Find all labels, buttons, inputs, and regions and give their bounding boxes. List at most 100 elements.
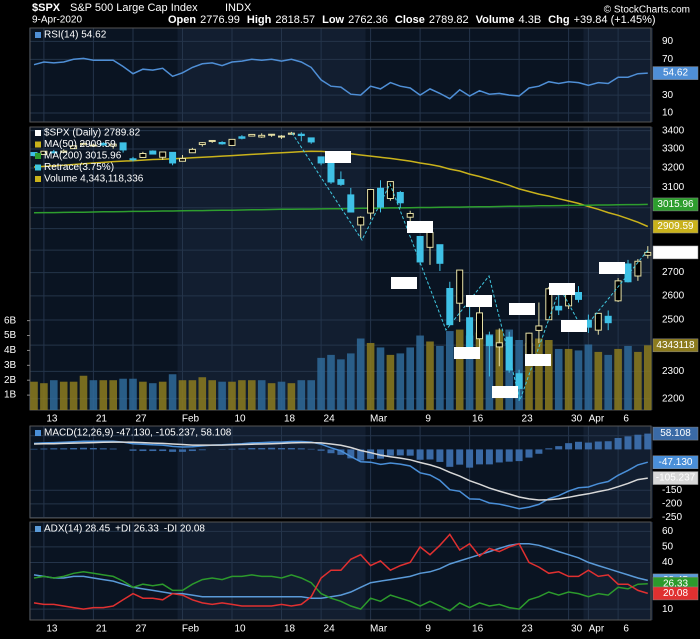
value-box [652,338,699,353]
x-tick-label: 10 [234,624,246,635]
candle-body [377,187,384,208]
y-tick-label: 40 [662,557,674,568]
histogram-bar [515,449,523,462]
quote-label: High [247,14,272,26]
candle-body [614,280,622,302]
panel-border [29,425,652,519]
y-tick-label: -250 [662,512,682,523]
symbol: $SPX [32,2,61,14]
series-line [33,57,648,100]
histogram-bar [198,449,206,451]
quote-value: 2789.82 [429,14,469,26]
candle-body [80,142,87,146]
histogram-bar [644,433,652,450]
retrace-label-box [466,295,492,307]
candle-body [604,315,612,324]
x-tick-label: 16 [472,414,484,425]
retrace-label-box [561,320,587,332]
series-line [33,203,648,214]
value-box [652,455,699,469]
histogram-bar [129,449,137,451]
volume-bar [376,347,385,410]
candle-body [357,216,365,226]
histogram-bar [317,449,325,451]
value-box-label: 3015.96 [657,199,694,210]
volume-bar [416,335,424,410]
volume-bar [89,380,98,410]
retrace-label-box [549,283,575,295]
x-tick-label: Feb [182,624,200,635]
candle-body [60,150,68,153]
quote-value: 2776.99 [200,14,240,26]
volume-bar [495,329,504,410]
exchange: INDX [225,2,252,14]
volume-bar [267,383,276,410]
x-tick-label: 30 [571,414,583,425]
value-box-label: -47.130 [659,457,693,468]
volume-bar [277,381,286,410]
volume-bar [644,345,652,410]
quote-value: 2818.57 [275,14,315,26]
histogram-bar [287,448,295,450]
y-tick-label: 2700 [662,267,685,278]
legend-swatch [35,153,41,159]
candle-body [337,179,345,185]
histogram-bar [396,449,404,456]
legend-swatch [35,141,41,148]
histogram-bar [485,449,493,465]
retrace-label: 0.263 [525,355,550,366]
volume-bar [465,335,474,410]
volume-bar [109,380,117,410]
candle-body [406,212,414,218]
candle-body [297,133,305,137]
retrace-label: 1.618 [509,304,534,315]
legend-label: Volume 4,343,118,336 [44,174,144,185]
candle-body [495,342,503,348]
date: 9-Apr-2020 [32,15,82,26]
histogram-bar [495,449,503,463]
legend-label: ADX(14) 28.45 [44,524,111,535]
y-tick-label: 60 [662,526,674,537]
volume-bar [604,354,612,410]
histogram-bar [594,441,602,450]
volume-tick-label: 5B [4,330,17,341]
y-tick-label: 3200 [662,163,685,174]
y-tick-label: 3100 [662,182,685,193]
x-tick-label: 13 [46,624,58,635]
candle-body [634,260,642,277]
retrace-label-box [325,151,351,163]
volume-bar [79,375,88,410]
month-band [29,127,178,410]
candle-body [198,142,206,146]
histogram-bar [149,449,157,452]
month-band [365,426,584,518]
x-tick-label: 27 [135,624,147,635]
legend-label: MA(50) 2909.59 [44,139,116,150]
x-tick-label: 13 [46,414,58,425]
histogram-bar [228,448,236,450]
volume-bar [228,381,236,410]
volume-bar [564,348,573,410]
volume-bar [307,380,315,410]
volume-bar [50,380,58,410]
candle-body [476,312,483,340]
histogram-bar [179,449,186,452]
candle-body [317,156,325,164]
y-tick-label: 50 [662,542,674,553]
retrace-label-box [407,221,433,233]
volume-bar [287,383,296,410]
candle-body [89,144,97,147]
volume-bar [30,381,38,410]
histogram-bar [466,449,474,468]
retrace-label-box [454,347,480,359]
y-tick-label: 10 [662,108,674,119]
retrace-label-box [391,277,417,289]
retrace-label: 0.433 [466,296,491,307]
volume-bar [525,342,533,410]
series-line [33,571,648,612]
series-line [33,543,648,599]
month-band [29,522,178,620]
value-box [652,426,699,441]
volume-bar [248,380,256,410]
legend-label: $SPX (Daily) 2789.82 [44,128,141,139]
